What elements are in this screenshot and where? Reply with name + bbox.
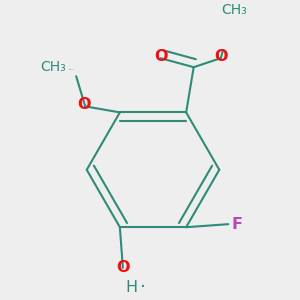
Text: methoxy: methoxy <box>68 69 75 70</box>
Text: O: O <box>116 260 130 275</box>
Text: CH₃: CH₃ <box>40 60 66 74</box>
Text: O: O <box>214 49 228 64</box>
Text: F: F <box>231 217 242 232</box>
Text: O: O <box>77 98 91 112</box>
Text: H: H <box>126 280 138 295</box>
Text: O: O <box>154 49 167 64</box>
Text: CH₃: CH₃ <box>221 4 247 17</box>
Text: ·: · <box>140 278 146 297</box>
